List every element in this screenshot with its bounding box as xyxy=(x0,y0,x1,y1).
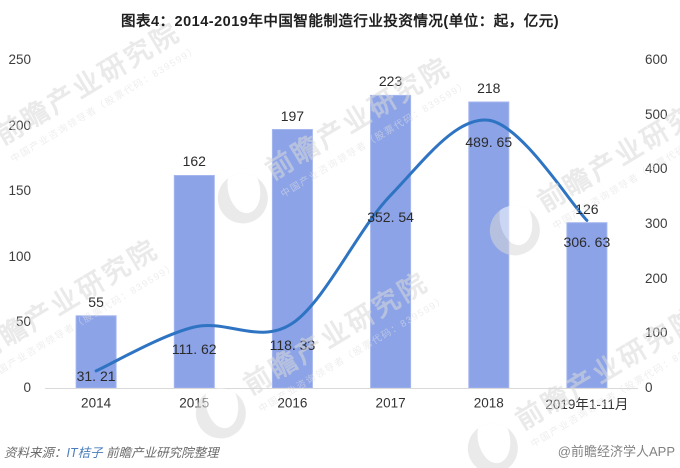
source-prefix: 资料来源： xyxy=(4,446,67,460)
brand-note: @前瞻经济学人APP xyxy=(557,444,675,459)
bar-2014 xyxy=(75,315,117,389)
bar-2016 xyxy=(271,129,313,389)
source-note: 资料来源：IT桔子 前瞻产业研究院整理 xyxy=(4,442,219,461)
source-suffix: 前瞻产业研究院整理 xyxy=(102,446,219,460)
bar-2015 xyxy=(173,175,215,389)
bar-2019年1-11月 xyxy=(566,222,608,389)
source-link-itjuzi[interactable]: IT桔子 xyxy=(66,446,103,460)
bar-2018 xyxy=(468,101,510,389)
chart-title: 图表4：2014-2019年中国智能制造行业投资情况(单位：起，亿元) xyxy=(120,14,560,30)
bar-2017 xyxy=(370,94,412,389)
line-series-path xyxy=(94,118,589,373)
